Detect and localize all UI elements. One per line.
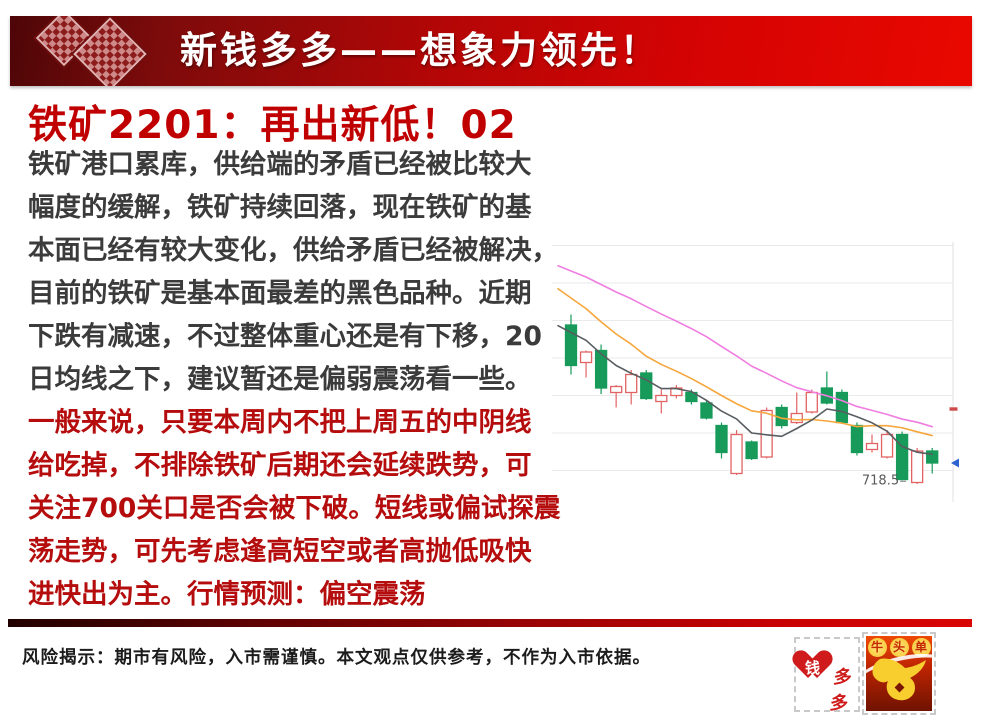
article-line: 目前的铁矿是基本面最差的黑色品种。近期	[28, 278, 532, 309]
article-line: 关注700关口是否会被下破。短线或偏试探震	[28, 493, 561, 524]
risk-disclaimer: 风险揭示：期市有风险，入市需谨慎。本文观点仅供参考，不作为入市依据。	[22, 648, 651, 668]
article-line: 日均线之下，建议暂还是偏弱震荡看一些。	[28, 364, 532, 395]
badge-dan: 单	[911, 638, 931, 657]
article-line: 荡走势，可先考虑逢高短空或者高抛低吸快	[28, 536, 532, 567]
article-body: 铁矿港口累库，供给端的矛盾已经被比较大 幅度的缓解，铁矿持续回落，现在铁矿的基 …	[28, 143, 568, 616]
diamond-pattern-icon	[70, 16, 150, 86]
article-line: 一般来说，只要本周内不把上周五的中阴线	[28, 407, 532, 438]
qianduoduo-logo: 钱 多多	[794, 637, 860, 714]
article-title: 铁矿2201：再出新低！02	[28, 103, 517, 148]
article-line: 铁矿港口累库，供给端的矛盾已经被比较大	[28, 149, 532, 180]
svg-text:718.5: 718.5	[862, 473, 899, 488]
niutoudan-logo-background: 牛 头 单	[866, 636, 932, 711]
logo-character-badges: 牛 头 单	[866, 638, 932, 657]
article-line: 进快出为主。行情预测：偏空震荡	[28, 579, 426, 610]
header-title: 新钱多多——想象力领先！	[180, 29, 660, 72]
footer-divider	[8, 619, 972, 627]
candlestick-chart: 718.5	[552, 240, 983, 520]
niutoudan-logo: 牛 头 单	[862, 632, 936, 715]
heart-character: 钱	[805, 659, 821, 677]
article-line: 给吃掉，不排除铁矿后期还会延续跌势，可	[28, 450, 532, 481]
badge-tou: 头	[889, 638, 909, 657]
badge-niu: 牛	[867, 638, 887, 657]
article-line: 幅度的缓解，铁矿持续回落，现在铁矿的基	[28, 192, 532, 223]
bull-head-icon	[872, 658, 926, 701]
article-line: 下跌有减速，不过整体重心还是有下移，20	[28, 321, 542, 352]
article-line: 本面已经有较大变化，供给矛盾已经被解决，	[28, 235, 558, 266]
header-banner: 新钱多多——想象力领先！	[10, 16, 972, 86]
